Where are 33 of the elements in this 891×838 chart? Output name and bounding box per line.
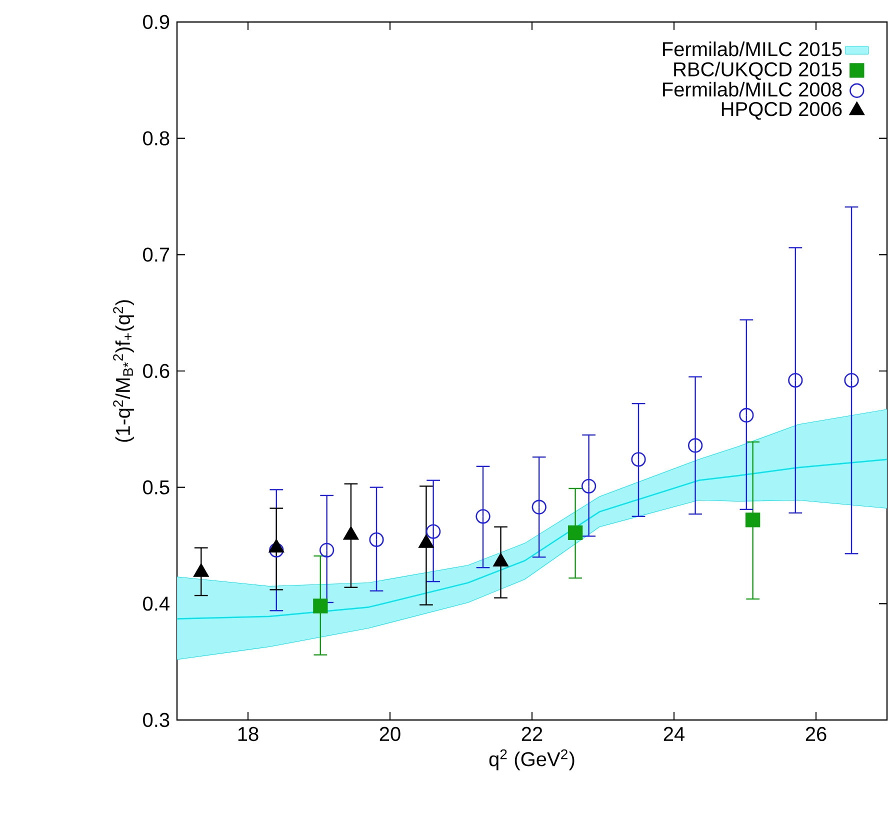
point	[313, 598, 328, 614]
point	[581, 478, 596, 494]
point	[568, 525, 583, 540]
point	[476, 509, 490, 524]
y-tick-label: 0.6	[143, 364, 170, 378]
x-tick-label: 22	[522, 726, 542, 741]
x-tick-label: 24	[664, 726, 685, 741]
point	[369, 532, 384, 548]
y-tick-label: 0.8	[143, 131, 170, 146]
y-tick-label: 0.5	[143, 480, 170, 494]
y-tick-label: 0.3	[143, 712, 170, 728]
legend-label: Fermilab/MILC 2015	[663, 42, 842, 56]
point	[426, 524, 441, 539]
x-tick-label: 18	[238, 726, 258, 742]
x-axis-title: q$^{2}$ (GeV$^{2}$)	[489, 749, 574, 770]
x-tick-label: 20	[380, 726, 400, 742]
text: (1-q$^{2}$/M$_{B*}$$^{2}$)f$_{+}$(q$^{2}$)	[113, 300, 134, 442]
legend-label: Fermilab/MILC 2008	[663, 82, 842, 97]
point	[631, 452, 646, 467]
y-tick-label: 0.9	[143, 14, 170, 30]
point	[745, 512, 760, 528]
y-tick-label: 0.4	[143, 596, 170, 611]
point	[269, 542, 284, 558]
point	[319, 542, 334, 558]
x-tick-label: 26	[806, 726, 826, 742]
point	[844, 372, 859, 388]
point	[688, 438, 703, 453]
point	[739, 408, 754, 423]
legend-label: RBC/UKQCD 2015	[674, 62, 842, 80]
y-tick-label: 0.7	[143, 248, 170, 262]
point	[788, 372, 803, 388]
point	[532, 500, 546, 514]
legend-label: HPQCD 2006	[722, 102, 842, 120]
